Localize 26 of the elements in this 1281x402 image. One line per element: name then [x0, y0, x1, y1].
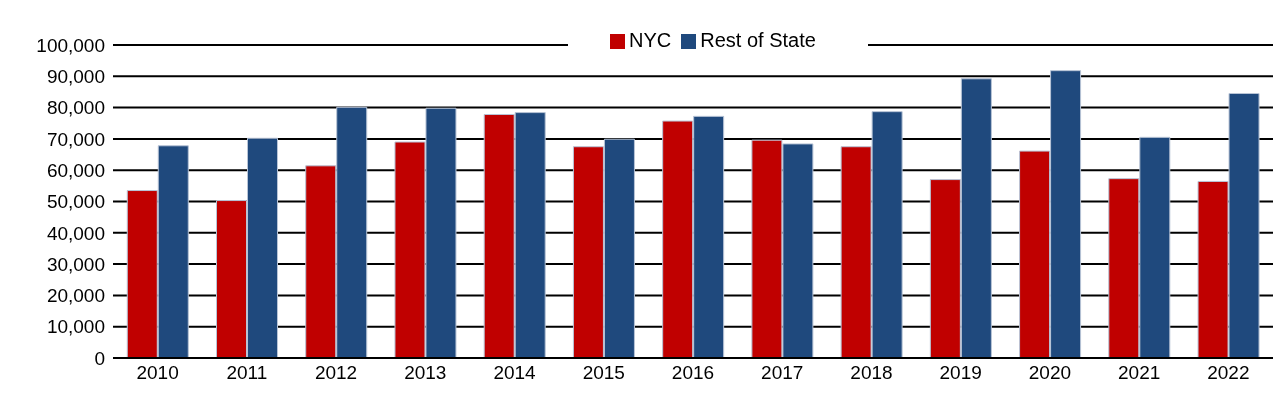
y-tick-label: 50,000: [46, 191, 105, 213]
x-tick-label: 2020: [1028, 362, 1072, 384]
x-tick-label: 2021: [1118, 362, 1161, 384]
y-tick-label: 80,000: [46, 97, 105, 119]
y-tick-label: 70,000: [46, 128, 105, 150]
x-tick-label: 2022: [1207, 362, 1250, 384]
y-tick-label: 10,000: [46, 316, 105, 338]
x-tick-label: 2018: [850, 362, 893, 384]
y-tick-label: 60,000: [46, 159, 105, 181]
legend-label: Rest of State: [700, 29, 816, 51]
x-tick-label: 2010: [136, 362, 179, 384]
y-tick-label: 30,000: [46, 253, 105, 275]
x-tick-label: 2014: [493, 362, 537, 384]
x-tick-label: 2013: [404, 362, 447, 384]
x-tick-label: 2017: [761, 362, 804, 384]
y-tick-label: 40,000: [46, 222, 105, 244]
y-tick-label: 90,000: [46, 66, 105, 88]
x-tick-label: 2011: [226, 362, 268, 384]
legend-label: NYC: [629, 29, 672, 51]
x-tick-label: 2012: [314, 362, 358, 384]
x-tick-label: 2016: [671, 362, 715, 384]
x-tick-label: 2015: [582, 362, 625, 384]
y-tick-label: 0: [94, 347, 105, 369]
y-tick-label: 100,000: [36, 34, 105, 56]
x-tick-label: 2019: [939, 362, 982, 384]
y-tick-label: 20,000: [46, 285, 105, 307]
